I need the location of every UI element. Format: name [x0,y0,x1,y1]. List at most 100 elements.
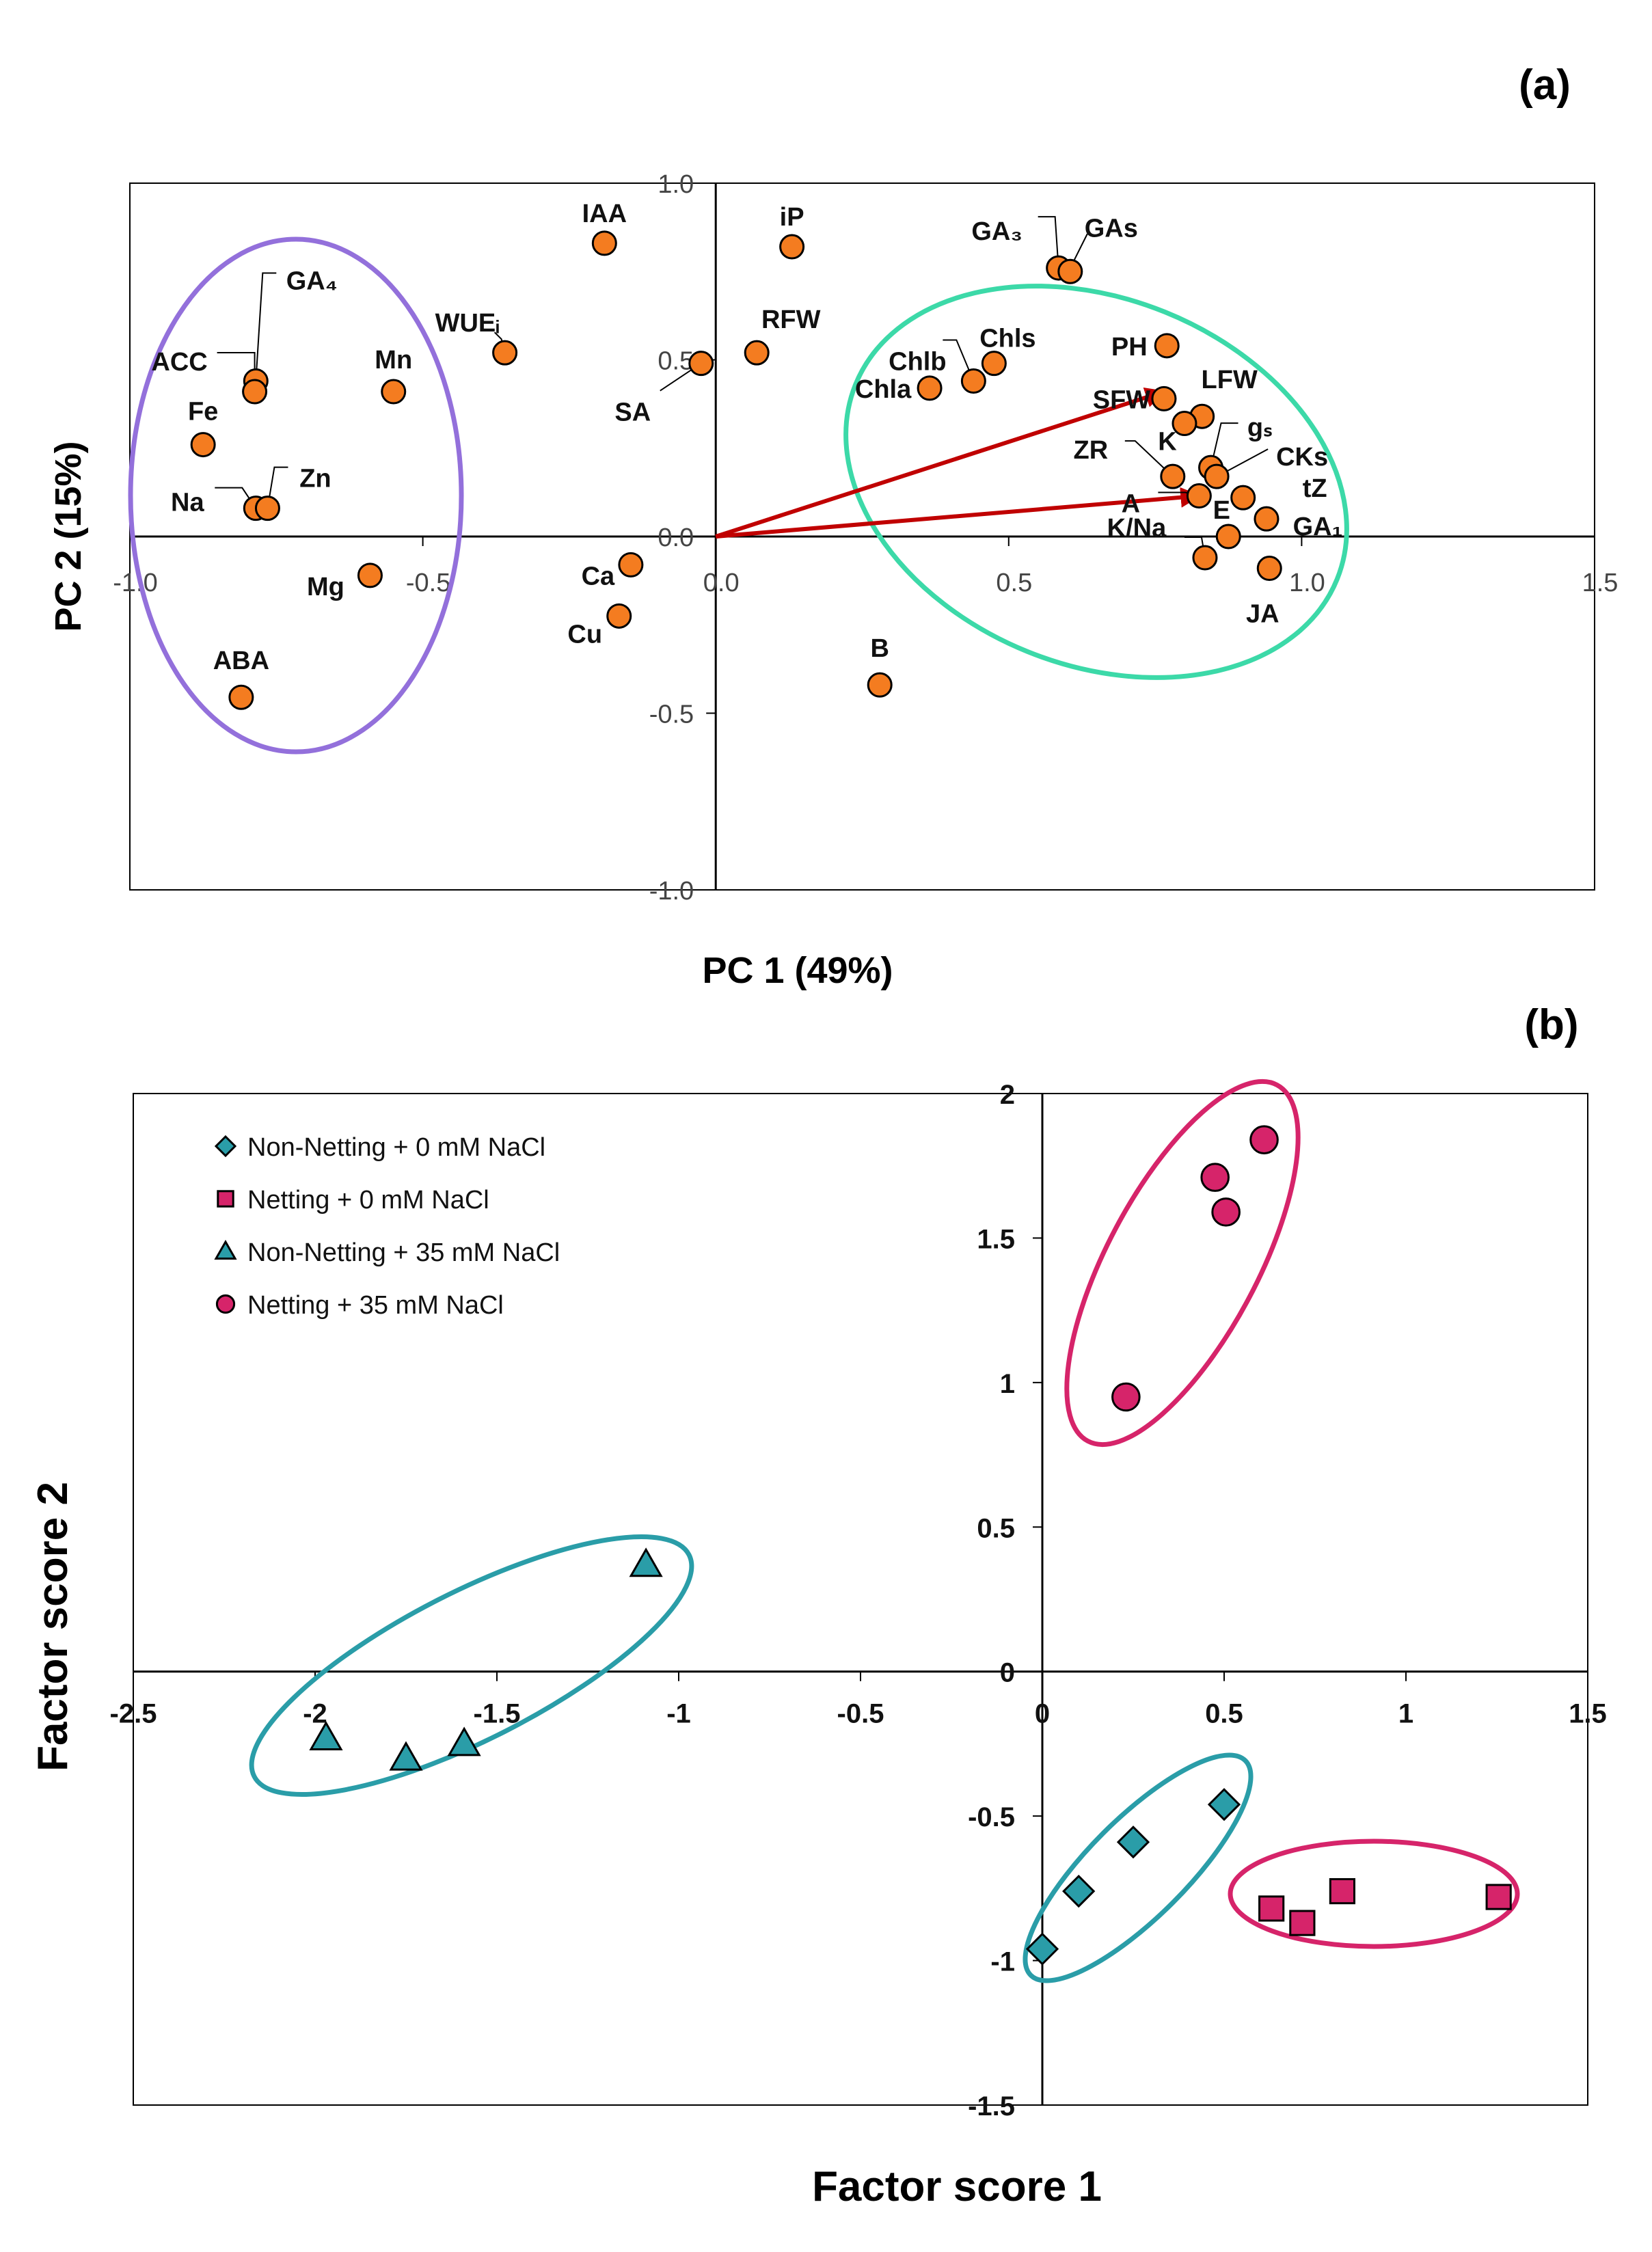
panel-a-axes: -1.0 -0.5 0.0 0.5 1.0 1.5 1.0 0.5 0.0 -0.5 -1.0 [113,170,1618,906]
label-ga3: GA₃ [971,217,1023,246]
x-tick-label: -1.0 [113,569,157,597]
panel-b-y-axis-label: Factor score 2 [29,1482,77,1772]
point-ca [618,552,644,578]
point-chls [981,351,1007,377]
point-non-netting-35-mm-nacl-3 [447,1726,481,1756]
panel-b-groups [249,1078,1520,1983]
panel-a-y-axis-label: PC 2 (15%) [48,441,89,632]
loading-arrow-1 [715,388,1166,539]
point-wuei [492,340,518,366]
point-tz [1230,485,1256,511]
group-ellipse-right [843,284,1349,680]
point-iaa [591,230,617,256]
y-tick-label: 1.0 [658,170,694,199]
point-non-netting-0-mm-nacl-4 [1207,1788,1241,1821]
point-sfw [1151,385,1177,411]
panel-b-plot-area [133,1093,1588,2106]
x-tick-label: 1.5 [1582,569,1619,597]
point-non-netting-0-mm-nacl-2 [1062,1874,1096,1908]
x-tick-label: 0 [1035,1699,1050,1729]
label-chla: Chla [855,375,912,404]
y-tick-label: 1.5 [977,1224,1015,1254]
panel-b-points [309,1125,1512,1966]
point-k [1172,411,1197,437]
x-tick-label: 1 [1398,1699,1413,1729]
panel-b-legend: Non-Netting + 0 mM NaCl Netting + 0 mM Na… [214,1133,560,1320]
panel-a-arrows [715,388,1202,539]
label-a: A [1122,490,1140,519]
label-ph: PH [1111,333,1148,362]
cluster-ellipse-non-netting-35 [249,1534,694,1797]
point-netting-35-mm-nacl-2 [1200,1163,1230,1192]
legend-marker-netting-0-mm-nacl [217,1190,234,1208]
x-tick-label: 0.5 [996,569,1032,597]
point-non-netting-35-mm-nacl-2 [389,1741,423,1771]
x-tick-label: -2 [303,1699,327,1729]
legend-marker-non-netting-0-mm-nacl [214,1135,237,1158]
label-wuei: WUEᵢ [435,309,500,338]
x-tick-label: 1.5 [1569,1699,1607,1729]
point-netting-0-mm-nacl-2 [1289,1910,1316,1936]
legend-label-netting-0-mm-nacl: Netting + 0 mM NaCl [247,1186,489,1215]
point-sa [688,351,714,377]
y-tick-label: 1 [1000,1369,1015,1399]
point-netting-35-mm-nacl-1 [1111,1382,1141,1412]
label-sfw: SFW [1093,385,1151,414]
point-ja [1256,556,1282,582]
legend-label-netting-35-mm-nacl: Netting + 35 mM NaCl [247,1291,504,1320]
label-sa: SA [614,398,651,427]
point-non-netting-0-mm-nacl-1 [1025,1932,1059,1966]
label-ga1: GA₁ [1293,513,1343,541]
point-mn [381,379,407,405]
label-ip: iP [780,203,804,232]
label-zn: Zn [299,465,331,493]
label-gas: GAs [1085,214,1138,243]
point-cu [606,603,632,629]
label-e: E [1213,496,1230,525]
legend-label-non-netting-0-mm-nacl: Non-Netting + 0 mM NaCl [247,1133,545,1162]
y-tick-label: 0.5 [658,347,694,376]
label-chlb: Chlb [889,348,946,377]
y-tick-label: 0.0 [658,524,694,552]
loading-arrow-2 [715,487,1202,539]
point-netting-0-mm-nacl-1 [1258,1895,1285,1922]
point-ip [779,234,805,260]
panel-b-x-axis-label: Factor score 1 [812,2163,1102,2210]
y-tick-label: -1.5 [968,2091,1015,2121]
point-acc [242,379,268,405]
panel-a: (a) -1.0 -0.5 0.0 0.5 1.0 1.51.00.50.0-0.5-1.… [48,62,1618,991]
point-zr [1160,463,1186,489]
point-netting-35-mm-nacl-4 [1249,1125,1279,1154]
y-tick-label: -0.5 [968,1802,1015,1832]
leader-ga4 [255,272,277,381]
label-b: B [870,634,889,663]
x-tick-label: -1.5 [474,1699,521,1729]
point-ph [1154,333,1180,359]
cluster-ellipse-netting-35 [1064,1078,1301,1448]
point-k-na [1192,545,1218,571]
panel-a-label: (a) [1519,62,1571,109]
label-mn: Mn [375,346,412,375]
label-zr: ZR [1073,436,1108,465]
panel-b-label: (b) [1524,1001,1578,1048]
label-iaa: IAA [582,200,627,228]
leader-ga3 [1038,216,1059,269]
label-mg: Mg [307,573,344,601]
label-ja: JA [1246,600,1279,629]
label-aba: ABA [213,647,269,675]
label-k: K [1158,428,1177,457]
x-tick-label: -1 [666,1699,691,1729]
point-non-netting-35-mm-nacl-1 [309,1720,343,1750]
legend-marker-non-netting-35-mm-nacl [214,1239,237,1260]
point-a [1186,483,1212,509]
label-cu: Cu [567,620,602,649]
point-gas [1057,258,1083,284]
label-lfw: LFW [1202,366,1258,394]
panel-b-axes: -2.5 -2 -1.5 -1 -0.5 0 0.5 1 1.5 2 1.5 1 0.5 0 -0.5 -1 -… [110,1080,1607,2121]
label-na: Na [171,489,204,517]
point-aba [228,684,254,710]
point-e [1215,524,1241,550]
y-tick-label: 2 [1000,1080,1015,1110]
point-mg [357,562,383,588]
